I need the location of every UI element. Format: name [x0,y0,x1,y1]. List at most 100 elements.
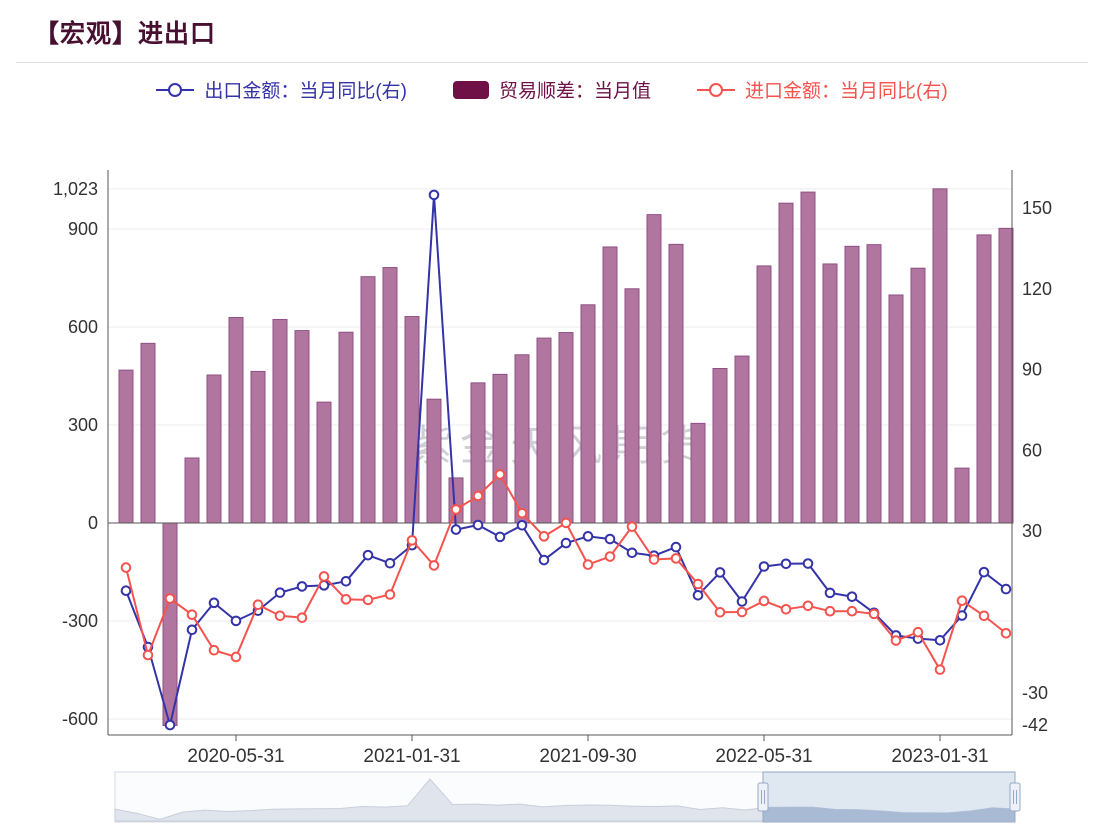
import-marker[interactable] [890,635,902,646]
surplus-bar[interactable] [140,342,156,524]
surplus-bar[interactable] [404,316,420,524]
surplus-bar[interactable] [360,276,376,524]
import-marker[interactable] [736,606,748,618]
surplus-bar[interactable] [338,331,354,524]
export-marker[interactable] [1000,583,1012,595]
import-marker[interactable] [824,605,836,617]
import-marker[interactable] [868,608,880,620]
surplus-bar[interactable] [646,214,662,524]
export-marker[interactable] [164,719,176,731]
import-marker[interactable] [186,609,198,620]
import-marker[interactable] [670,553,682,564]
surplus-bar[interactable] [206,374,222,524]
datazoom-left-handle[interactable] [757,782,769,812]
export-marker[interactable] [604,533,616,545]
import-marker[interactable] [406,535,418,546]
import-marker[interactable] [208,644,220,656]
export-marker[interactable] [846,591,858,602]
export-marker[interactable] [582,531,594,542]
surplus-bar[interactable] [294,330,310,524]
export-marker[interactable] [670,541,682,553]
surplus-bar[interactable] [976,234,992,524]
export-marker[interactable] [274,587,286,598]
export-marker[interactable] [758,561,770,572]
import-marker[interactable] [384,589,396,600]
surplus-bar[interactable] [954,467,970,524]
legend-item-export[interactable]: 出口金额：当月同比(右) [156,76,407,103]
surplus-bar[interactable] [998,227,1014,524]
import-marker[interactable] [956,595,968,606]
import-marker[interactable] [252,599,264,611]
surplus-bar[interactable] [910,267,926,524]
export-marker[interactable] [428,189,440,201]
surplus-bar[interactable] [602,246,618,524]
import-marker[interactable] [494,469,506,480]
surplus-bar[interactable] [624,288,640,524]
export-marker[interactable] [736,596,748,607]
export-marker[interactable] [824,587,836,599]
surplus-bar[interactable] [932,188,948,524]
legend-item-import[interactable]: 进口金额：当月同比(右) [697,76,948,103]
import-marker[interactable] [758,595,770,607]
surplus-bar[interactable] [888,294,904,524]
import-marker[interactable] [626,521,638,532]
import-marker[interactable] [802,600,814,612]
surplus-bar[interactable] [272,318,288,524]
surplus-bar[interactable] [866,244,882,524]
export-marker[interactable] [516,519,528,531]
import-marker[interactable] [648,554,660,565]
export-marker[interactable] [538,554,550,566]
import-marker[interactable] [780,604,792,615]
export-marker[interactable] [472,519,484,531]
import-marker[interactable] [934,664,946,675]
surplus-bar[interactable] [668,243,684,524]
export-marker[interactable] [560,537,572,549]
surplus-bar[interactable] [184,457,200,524]
export-marker[interactable] [230,615,242,627]
import-marker[interactable] [142,649,154,661]
export-marker[interactable] [714,567,726,578]
export-marker[interactable] [802,558,814,569]
import-marker[interactable] [362,594,374,606]
export-marker[interactable] [186,624,198,636]
export-marker[interactable] [626,547,638,559]
surplus-bar[interactable] [316,401,332,524]
surplus-bar[interactable] [426,398,442,524]
surplus-bar[interactable] [118,369,134,524]
export-marker[interactable] [978,566,990,578]
import-marker[interactable] [230,651,242,663]
surplus-bar[interactable] [778,202,794,524]
export-marker[interactable] [362,549,374,561]
import-marker[interactable] [538,531,550,542]
surplus-bar[interactable] [800,191,816,524]
export-marker[interactable] [120,585,132,597]
surplus-bar[interactable] [734,355,750,524]
import-marker[interactable] [450,504,462,515]
surplus-bar[interactable] [690,422,706,524]
import-marker[interactable] [1000,627,1012,639]
import-marker[interactable] [714,606,726,618]
export-marker[interactable] [780,558,792,570]
datazoom-window[interactable] [762,771,1016,823]
import-marker[interactable] [604,551,616,562]
surplus-bar[interactable] [712,367,728,524]
import-marker[interactable] [560,517,572,529]
surplus-bar[interactable] [162,522,178,727]
export-marker[interactable] [340,576,352,587]
export-marker[interactable] [692,590,704,601]
surplus-bar[interactable] [558,332,574,524]
export-marker[interactable] [208,597,220,609]
import-marker[interactable] [978,610,990,622]
import-marker[interactable] [340,594,352,605]
export-marker[interactable] [296,581,308,592]
surplus-bar[interactable] [382,267,398,524]
export-marker[interactable] [934,634,946,646]
surplus-bar[interactable] [844,245,860,524]
export-marker[interactable] [450,524,462,535]
import-marker[interactable] [164,593,176,604]
surplus-bar[interactable] [250,370,266,524]
import-marker[interactable] [318,571,330,582]
surplus-bar[interactable] [580,304,596,524]
surplus-bar[interactable] [228,317,244,524]
import-marker[interactable] [472,490,484,502]
